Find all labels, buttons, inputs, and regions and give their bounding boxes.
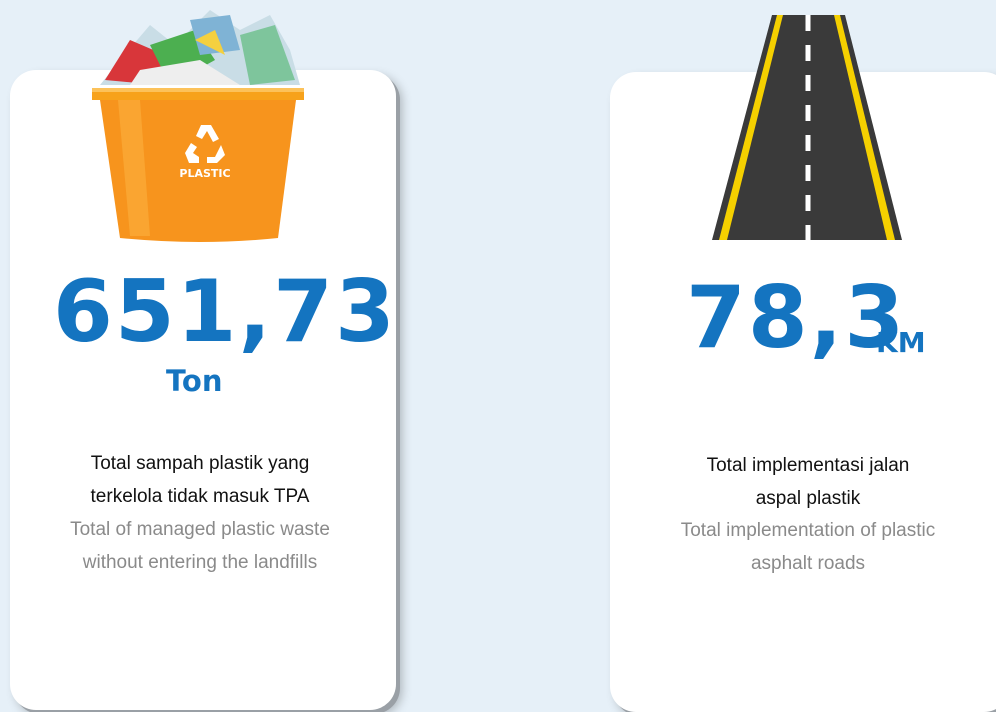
bin-label: PLASTIC (179, 167, 230, 180)
description-en: Total implementation of plastic (680, 520, 936, 541)
description: Total sampah plastik yang (90, 453, 310, 474)
value: 78,3 (686, 268, 907, 368)
description: terkelola tidak masuk TPA (90, 486, 310, 507)
road-icon (712, 15, 902, 240)
description-en: without entering the landfills (82, 552, 318, 573)
value: 651,73 (53, 262, 397, 362)
page: PLASTIC 651,73 Ton Total sampah plastik … (10, 10, 996, 712)
description: Total implementasi jalan (706, 455, 910, 476)
unit: Ton (166, 364, 223, 398)
bin-icon: PLASTIC (92, 10, 304, 242)
description-en: Total of managed plastic waste (70, 519, 330, 540)
unit: KM (876, 326, 926, 359)
description: aspal plastik (755, 488, 861, 509)
description-en: asphalt roads (750, 553, 866, 574)
